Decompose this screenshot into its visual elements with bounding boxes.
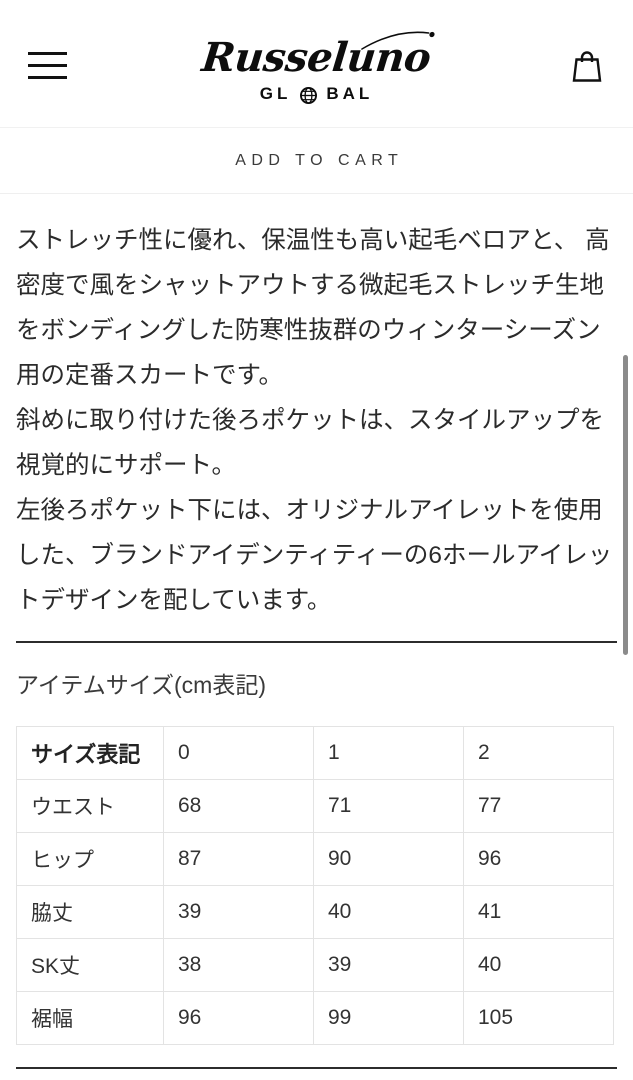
brand-sub-wordmark: GL BAL — [0, 84, 633, 104]
hamburger-bar — [28, 63, 67, 67]
size-section-title: アイテムサイズ(cm表記) — [16, 672, 266, 698]
table-cell: 105 — [463, 991, 614, 1045]
table-header-cell: 1 — [313, 726, 464, 780]
table-header-cell: サイズ表記 — [16, 726, 164, 780]
table-header-cell: 0 — [163, 726, 314, 780]
table-header-cell: 2 — [463, 726, 614, 780]
table-row: ヒップ 87 90 96 — [16, 832, 614, 886]
brand-sub-left: GL — [259, 84, 292, 103]
scrollbar-thumb[interactable] — [623, 355, 628, 655]
table-cell: 99 — [313, 991, 464, 1045]
add-to-cart-button[interactable]: ADD TO CART — [0, 128, 633, 194]
table-row: ウエスト 68 71 77 — [16, 779, 614, 833]
table-row-label: SK丈 — [16, 938, 164, 992]
spec-list: 素材 綿95%・ポリウレタン5% カラー IVORY / BLACK / GRE… — [16, 1069, 617, 1080]
description-paragraph: 左後ろポケット下には、オリジナルアイレットを使用した、ブランドアイデンティティー… — [16, 497, 613, 614]
table-cell: 90 — [313, 832, 464, 886]
spec-row-material: 素材 綿95%・ポリウレタン5% — [16, 1069, 617, 1080]
description-paragraph: 斜めに取り付けた後ろポケットは、スタイルアップを視覚的にサポート。 — [16, 407, 604, 479]
size-table: サイズ表記 0 1 2 ウエスト 68 71 77 ヒップ 87 90 96 — [16, 726, 614, 1045]
table-cell: 68 — [163, 779, 314, 833]
table-cell: 41 — [463, 885, 614, 939]
table-row-label: 脇丈 — [16, 885, 164, 939]
size-table-head: サイズ表記 0 1 2 — [16, 726, 614, 780]
table-row-label: 裾幅 — [16, 991, 164, 1045]
globe-icon — [300, 86, 318, 104]
shopping-bag-icon[interactable] — [567, 46, 607, 86]
table-row: 脇丈 39 40 41 — [16, 885, 614, 939]
hamburger-bar — [28, 51, 67, 55]
table-cell: 38 — [163, 938, 314, 992]
description-paragraph: ストレッチ性に優れ、保温性も高い起毛ベロアと、 高密度で風をシャットアウトする微… — [16, 227, 610, 389]
size-table-body: ウエスト 68 71 77 ヒップ 87 90 96 脇丈 39 40 41 — [16, 779, 614, 1045]
section-divider — [16, 1067, 617, 1069]
section-divider — [16, 641, 617, 643]
add-to-cart-label: ADD TO CART — [235, 151, 404, 169]
brand-wordmark: Russeluno — [200, 31, 436, 81]
hamburger-menu-icon[interactable] — [28, 50, 68, 80]
page-scrollbar[interactable] — [621, 0, 633, 1080]
table-cell: 96 — [163, 991, 314, 1045]
table-row: 裾幅 96 99 105 — [16, 991, 614, 1045]
brand-wordmark-text: Russeluno — [199, 34, 434, 81]
table-cell: 71 — [313, 779, 464, 833]
site-header: Russeluno GL BAL — [0, 0, 633, 128]
table-cell: 87 — [163, 832, 314, 886]
table-cell: 40 — [463, 938, 614, 992]
table-row: SK丈 38 39 40 — [16, 938, 614, 992]
table-cell: 96 — [463, 832, 614, 886]
hamburger-bar — [28, 75, 67, 79]
table-cell: 77 — [463, 779, 614, 833]
table-row-label: ウエスト — [16, 779, 164, 833]
brand-sub-right: BAL — [326, 84, 374, 103]
table-cell: 39 — [313, 938, 464, 992]
table-row-label: ヒップ — [16, 832, 164, 886]
brand-logo[interactable]: Russeluno GL BAL — [0, 31, 633, 104]
table-cell: 40 — [313, 885, 464, 939]
product-content: ストレッチ性に優れ、保温性も高い起毛ベロアと、 高密度で風をシャットアウトする微… — [0, 218, 633, 1080]
product-description: ストレッチ性に優れ、保温性も高い起毛ベロアと、 高密度で風をシャットアウトする微… — [16, 218, 617, 623]
table-header-row: サイズ表記 0 1 2 — [16, 726, 614, 780]
table-cell: 39 — [163, 885, 314, 939]
